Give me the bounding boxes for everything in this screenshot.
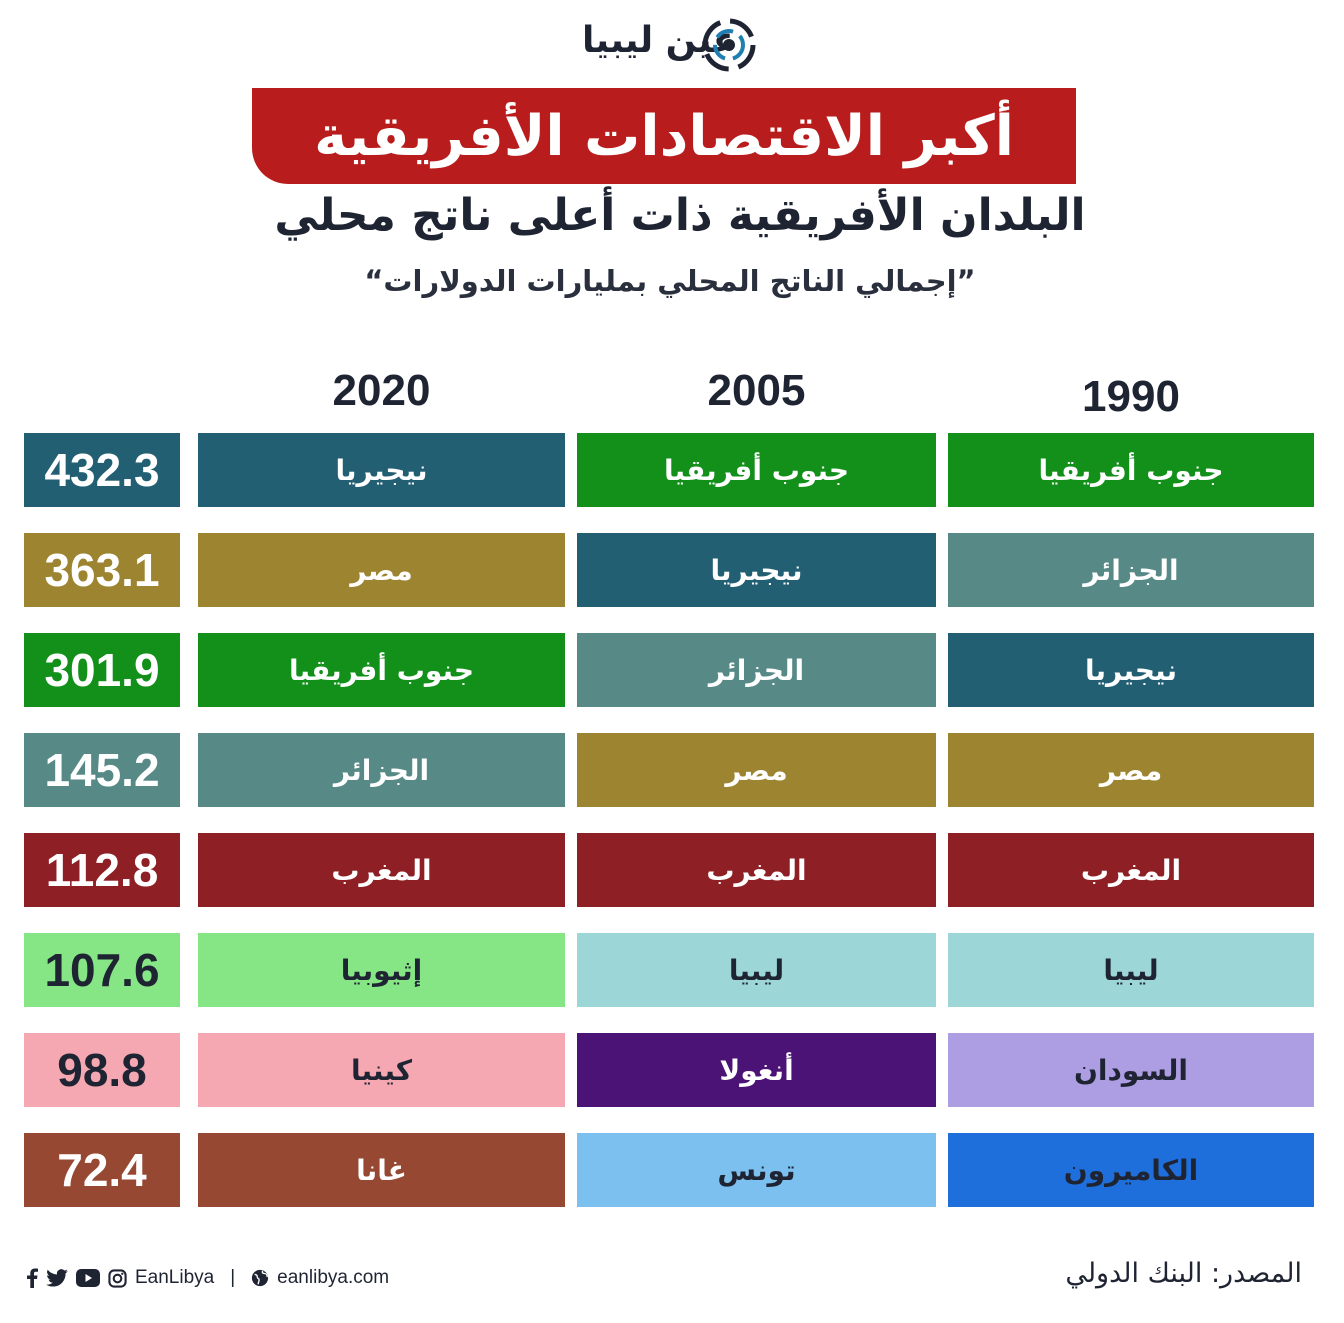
- country-cell-2020-rank-2: مصر: [198, 533, 565, 607]
- country-cell-2020-rank-3: جنوب أفريقيا: [198, 633, 565, 707]
- country-cell-2005-rank-2: نيجيريا: [577, 533, 936, 607]
- country-cell-2020-rank-4: الجزائر: [198, 733, 565, 807]
- chart-title: أكبر الاقتصادات الأفريقية: [314, 103, 1014, 169]
- social-footer: EanLibya | eanlibya.com: [26, 1262, 389, 1294]
- eye-logo-icon: [702, 18, 756, 72]
- chart-subtitle: البلدان الأفريقية ذات أعلى ناتج محلي: [274, 190, 1086, 241]
- title-banner: أكبر الاقتصادات الأفريقية: [252, 88, 1076, 184]
- website-link[interactable]: eanlibya.com: [277, 1267, 390, 1288]
- country-cell-2020-rank-1: نيجيريا: [198, 433, 565, 507]
- gdp-value-2020-rank-3: 301.9: [24, 633, 180, 707]
- year-header-1990: 1990: [1082, 372, 1180, 421]
- country-cell-1990-rank-3: نيجيريا: [948, 633, 1314, 707]
- country-cell-1990-rank-4: مصر: [948, 733, 1314, 807]
- gdp-value-2020-rank-2: 363.1: [24, 533, 180, 607]
- gdp-value-2020-rank-7: 98.8: [24, 1033, 180, 1107]
- instagram-icon[interactable]: [108, 1268, 127, 1288]
- country-cell-2020-rank-8: غانا: [198, 1133, 565, 1207]
- year-header-2020: 2020: [332, 366, 431, 415]
- unit-note: ”إجمالي الناتج المحلي بمليارات الدولارات…: [364, 264, 976, 298]
- gdp-value-2020-rank-6: 107.6: [24, 933, 180, 1007]
- country-cell-2020-rank-7: كينيا: [198, 1033, 565, 1107]
- gdp-value-2020-rank-5: 112.8: [24, 833, 180, 907]
- country-cell-2005-rank-3: الجزائر: [577, 633, 936, 707]
- facebook-icon[interactable]: [26, 1268, 38, 1288]
- country-cell-2020-rank-6: إثيوبيا: [198, 933, 565, 1007]
- country-cell-1990-rank-6: ليبيا: [948, 933, 1314, 1007]
- gdp-value-2020-rank-8: 72.4: [24, 1133, 180, 1207]
- country-cell-1990-rank-2: الجزائر: [948, 533, 1314, 607]
- social-handle[interactable]: EanLibya: [135, 1267, 215, 1288]
- country-cell-2005-rank-1: جنوب أفريقيا: [577, 433, 936, 507]
- globe-icon: [252, 1269, 269, 1287]
- country-cell-2005-rank-8: تونس: [577, 1133, 936, 1207]
- country-cell-1990-rank-5: المغرب: [948, 833, 1314, 907]
- country-cell-2005-rank-4: مصر: [577, 733, 936, 807]
- footer-divider: |: [230, 1267, 236, 1288]
- source-note: المصدر: البنك الدولي: [1065, 1258, 1302, 1289]
- country-cell-2005-rank-6: ليبيا: [577, 933, 936, 1007]
- country-cell-2005-rank-7: أنغولا: [577, 1033, 936, 1107]
- twitter-icon[interactable]: [46, 1269, 68, 1287]
- country-cell-1990-rank-1: جنوب أفريقيا: [948, 433, 1314, 507]
- brand-logo: عين ليبيا: [560, 12, 790, 76]
- gdp-value-2020-rank-1: 432.3: [24, 433, 180, 507]
- gdp-value-2020-rank-4: 145.2: [24, 733, 180, 807]
- country-cell-2005-rank-5: المغرب: [577, 833, 936, 907]
- youtube-icon[interactable]: [76, 1269, 100, 1287]
- year-header-2005: 2005: [707, 366, 806, 415]
- country-cell-2020-rank-5: المغرب: [198, 833, 565, 907]
- country-cell-1990-rank-8: الكاميرون: [948, 1133, 1314, 1207]
- country-cell-1990-rank-7: السودان: [948, 1033, 1314, 1107]
